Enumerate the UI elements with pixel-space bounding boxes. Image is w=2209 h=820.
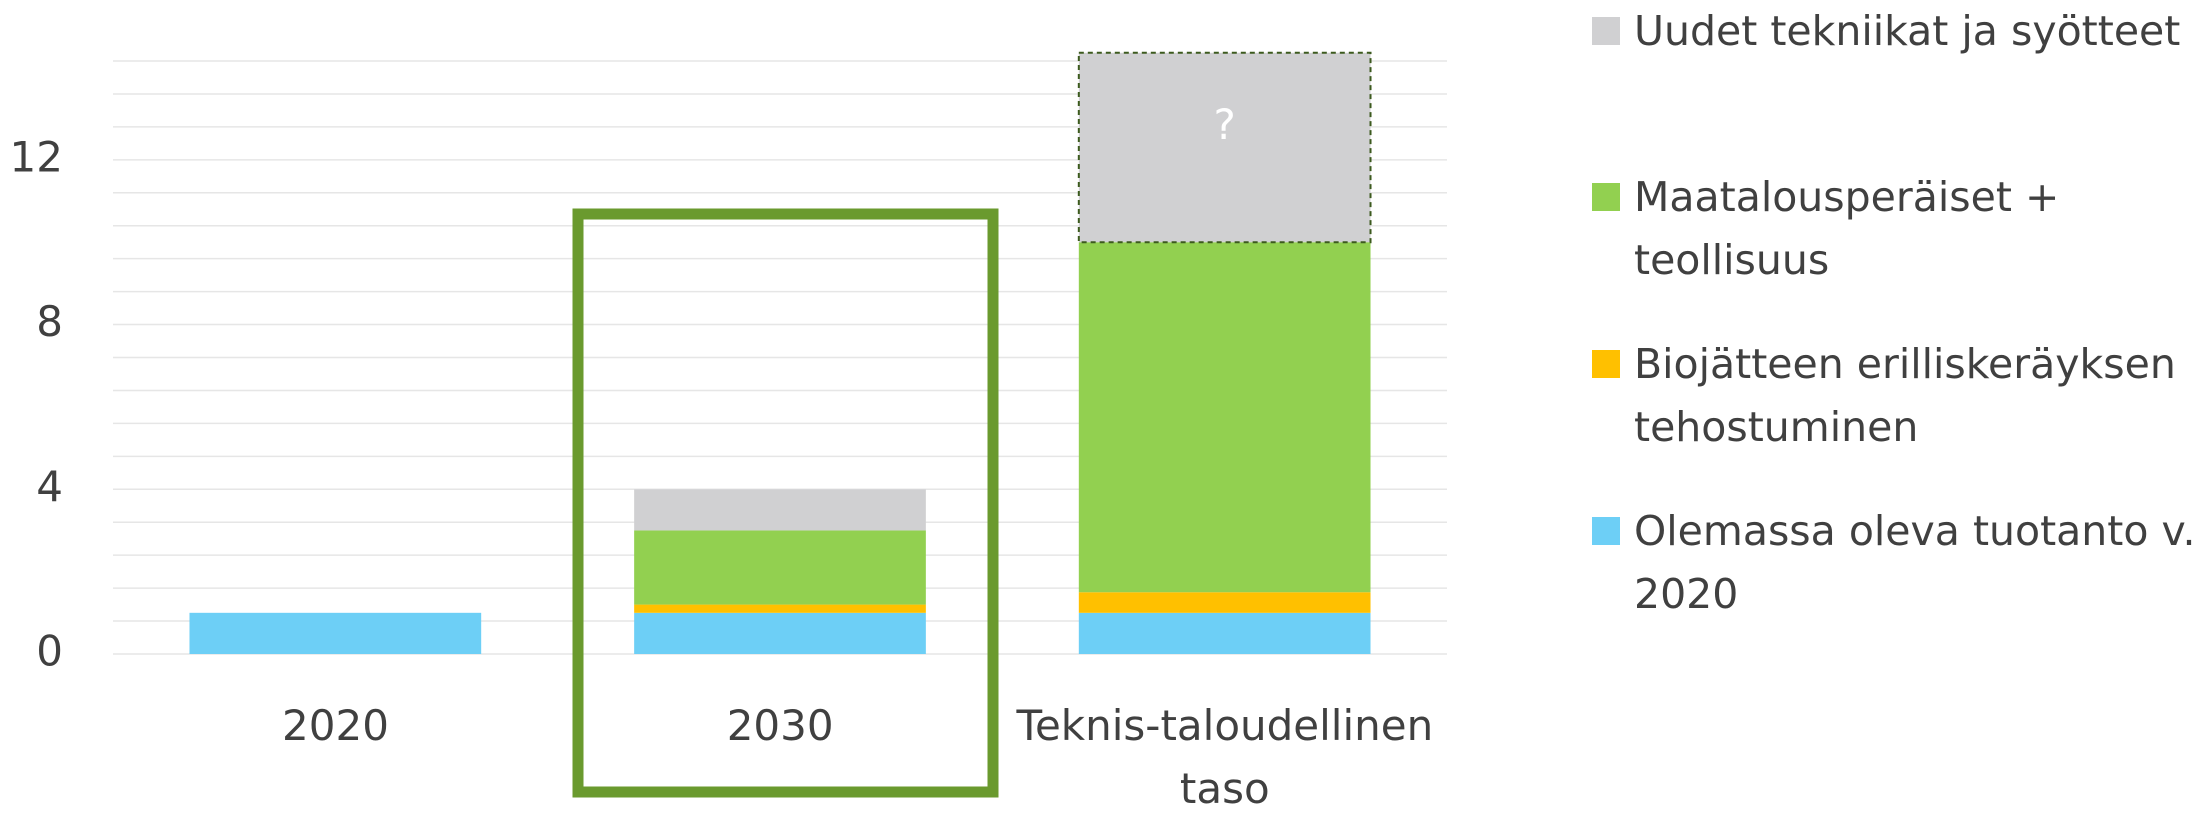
bar-segment [634, 604, 926, 613]
legend-swatch [1592, 350, 1620, 378]
legend-label: Biojätteen erilliskeräyksen tehostuminen [1634, 340, 2176, 451]
y-tick-label: 12 [10, 132, 63, 181]
legend-swatch [1592, 183, 1620, 211]
legend-label: Maatalousperäiset + teollisuus [1634, 173, 2060, 284]
bar-segment [189, 612, 482, 654]
x-tick-label: Teknis-taloudellinen taso [1016, 701, 1434, 813]
legend-label: Olemassa oleva tuotanto v. 2020 [1634, 507, 2196, 618]
dashed-outline [1077, 51, 1372, 244]
bar-segment [1078, 612, 1371, 654]
bar-segment [1078, 52, 1371, 243]
x-tick-label: 2030 [726, 701, 834, 750]
legend-swatch [1592, 17, 1620, 45]
highlight-frame [572, 208, 999, 798]
bar-segment [1078, 592, 1371, 613]
annotation: ? [1214, 100, 1236, 149]
legend-entry: Uudet tekniikat ja syötteet [1592, 0, 2202, 63]
y-tick-label: 0 [36, 627, 63, 676]
legend-entry: Olemassa oleva tuotanto v. 2020 [1592, 500, 2202, 626]
legend-entry: Biojätteen erilliskeräyksen tehostuminen [1592, 333, 2202, 459]
legend-label: Uudet tekniikat ja syötteet [1634, 7, 2181, 55]
bar-segment [634, 530, 926, 605]
legend-swatch [1592, 517, 1620, 545]
legend-entry: Maatalousperäiset + teollisuus [1592, 166, 2202, 292]
bar-segment [634, 612, 926, 654]
x-tick-label: 2020 [282, 701, 389, 750]
bar-segment [634, 489, 926, 531]
bar-segment [1078, 242, 1371, 593]
y-tick-label: 4 [36, 462, 63, 511]
y-tick-label: 8 [36, 297, 63, 346]
